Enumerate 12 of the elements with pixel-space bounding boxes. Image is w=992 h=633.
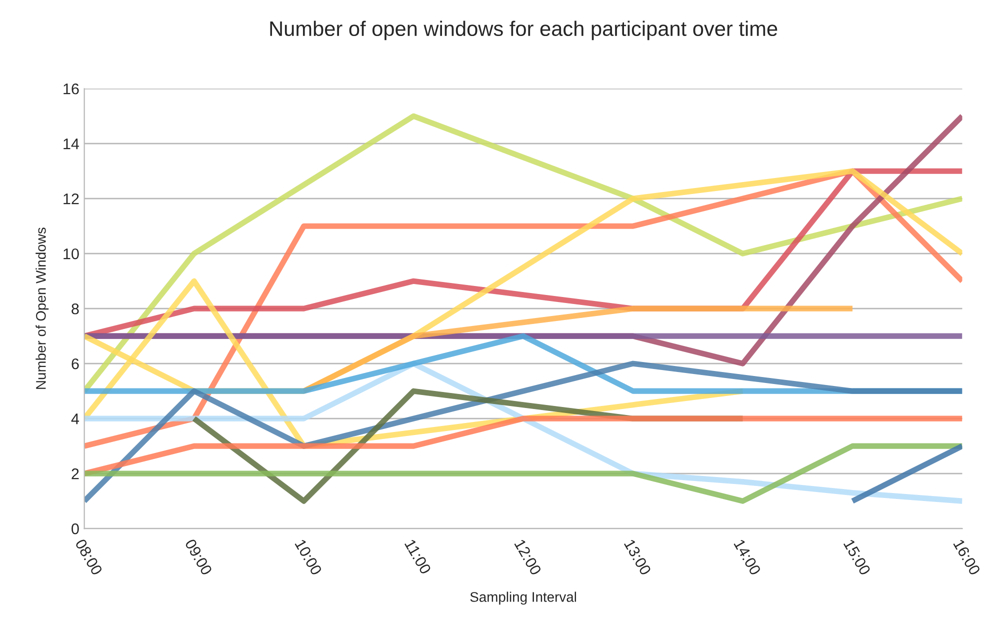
y-axis-title: Number of Open Windows — [36, 228, 49, 389]
y-tick-label: 6 — [72, 358, 79, 370]
chart-title: Number of open windows for each participant over time — [270, 20, 778, 40]
y-tick-label: 4 — [71, 414, 80, 424]
y-tick-label: 10 — [64, 248, 79, 260]
y-tick-label: 12 — [64, 193, 79, 204]
y-tick-label: 2 — [72, 468, 79, 480]
y-tick-label: 16 — [64, 83, 79, 94]
y-tick-label: 14 — [64, 138, 80, 150]
y-tick-label: 0 — [72, 523, 79, 534]
x-axis-title: Sampling Interval — [470, 592, 576, 605]
y-tick-label: 8 — [72, 303, 79, 314]
